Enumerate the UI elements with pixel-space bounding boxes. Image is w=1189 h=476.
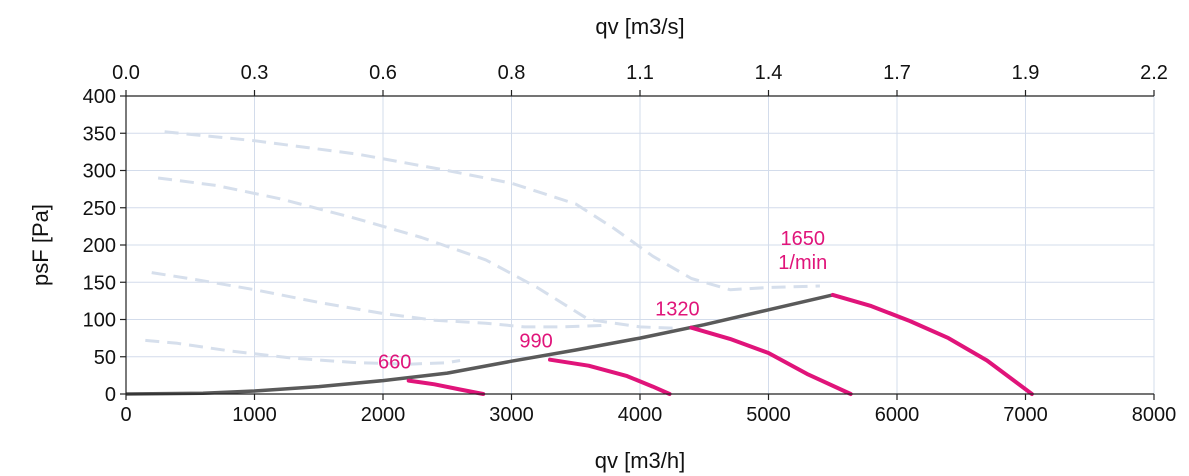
y-tick-label: 100 bbox=[83, 310, 116, 332]
x2-tick-label: 0.6 bbox=[369, 62, 397, 84]
dashed-curve bbox=[145, 338, 461, 366]
x-tick-label: 3000 bbox=[489, 404, 534, 426]
x-tick-label: 7000 bbox=[1003, 404, 1048, 426]
dashed-curves bbox=[145, 130, 820, 366]
y-tick-label: 350 bbox=[83, 123, 116, 145]
x-tick-label: 2000 bbox=[361, 404, 406, 426]
speed-curve bbox=[689, 325, 853, 396]
speed-label: 990 bbox=[519, 331, 552, 353]
speed-curve bbox=[406, 378, 486, 396]
speed-curves bbox=[406, 292, 1034, 396]
x2-tick-label: 1.7 bbox=[883, 62, 911, 84]
grid bbox=[125, 95, 1155, 395]
y-tick-label: 250 bbox=[83, 198, 116, 220]
y-tick-label: 50 bbox=[94, 347, 116, 369]
x-tick-label: 1000 bbox=[232, 404, 277, 426]
speed-label: 660 bbox=[378, 352, 411, 374]
labels: 00.010000.320000.630000.840001.150001.46… bbox=[83, 62, 1177, 426]
y-tick-label: 0 bbox=[105, 384, 116, 406]
x2-tick-label: 1.9 bbox=[1012, 62, 1040, 84]
dashed-curve bbox=[151, 271, 602, 329]
system-curve-group bbox=[125, 293, 834, 396]
x2-tick-label: 1.1 bbox=[626, 62, 654, 84]
speed-label: 1650 bbox=[781, 228, 826, 250]
x-tick-label: 5000 bbox=[746, 404, 791, 426]
dashed-curve bbox=[157, 176, 679, 330]
x-tick-label: 4000 bbox=[618, 404, 663, 426]
x2-tick-label: 0.0 bbox=[112, 62, 140, 84]
y-tick-label: 150 bbox=[83, 272, 116, 294]
speed-unit-label: 1/min bbox=[778, 252, 827, 274]
y-tick-label: 400 bbox=[83, 86, 116, 108]
x2-axis-title: qv [m3/s] bbox=[595, 14, 684, 39]
y-axis-title: psF [Pa] bbox=[28, 204, 53, 286]
x-tick-label: 0 bbox=[120, 404, 131, 426]
x-tick-label: 8000 bbox=[1132, 404, 1177, 426]
x-tick-label: 6000 bbox=[875, 404, 920, 426]
x2-tick-label: 0.8 bbox=[498, 62, 526, 84]
y-tick-label: 200 bbox=[83, 235, 116, 257]
axes bbox=[120, 90, 1155, 400]
dashed-curve bbox=[164, 130, 820, 292]
speed-curve bbox=[830, 292, 1034, 396]
x2-tick-label: 0.3 bbox=[241, 62, 269, 84]
x2-tick-label: 2.2 bbox=[1140, 62, 1168, 84]
x-axis-title: qv [m3/h] bbox=[595, 448, 685, 473]
system-curve bbox=[125, 293, 834, 396]
speed-label: 1320 bbox=[655, 299, 700, 321]
speed-curve bbox=[548, 357, 672, 396]
x2-tick-label: 1.4 bbox=[755, 62, 783, 84]
y-tick-label: 300 bbox=[83, 161, 116, 183]
